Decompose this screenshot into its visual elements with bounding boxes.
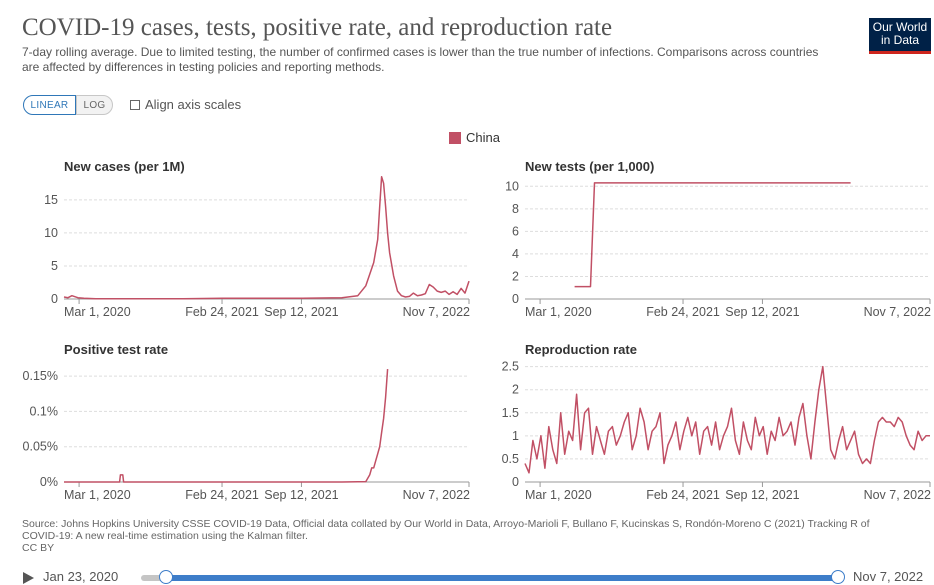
panel-3-y-tick-label: 2 (512, 383, 519, 397)
legend-swatch-china (449, 131, 461, 144)
panel-0-series-china (63, 175, 470, 300)
license-text: CC BY (22, 542, 55, 554)
panel-3-y-tick-label: 2.5 (502, 360, 519, 374)
logo-line-1: Our World (872, 20, 928, 34)
panel-3-x-tick-label: Feb 24, 2021 (646, 488, 720, 502)
source-note: Source: Johns Hopkins University CSSE CO… (22, 518, 902, 554)
panel-1-y-tick-label: 0 (512, 292, 519, 306)
timeline-end-handle[interactable] (831, 570, 845, 584)
panel-3-title: Reproduction rate (525, 342, 637, 357)
legend[interactable]: China (449, 130, 500, 145)
play-icon[interactable] (23, 572, 34, 584)
timeline-track-background[interactable] (141, 575, 166, 581)
panel-2-x-tick-label: Nov 7, 2022 (403, 488, 470, 502)
panel-1-y-tick-label: 6 (512, 224, 519, 238)
log-scale-button[interactable]: LOG (76, 95, 113, 115)
panel-1-x-tick-label: Mar 1, 2020 (525, 305, 592, 319)
chart-subtitle: 7-day rolling average. Due to limited te… (22, 45, 819, 74)
timeline-start-label: Jan 23, 2020 (43, 569, 119, 584)
panel-1-x-tick-label: Nov 7, 2022 (864, 305, 931, 319)
panel-1-y-tick-label: 8 (512, 202, 519, 216)
panel-2-x-tick-label: Sep 12, 2021 (264, 488, 338, 502)
panel-3-x-tick-label: Mar 1, 2020 (525, 488, 592, 502)
panel-2-y-tick-label: 0.05% (23, 440, 58, 454)
logo-line-2: in Data (880, 33, 920, 47)
timeline[interactable]: Jan 23, 2020 Nov 7, 2022 (0, 565, 934, 585)
panel-1-title: New tests (per 1,000) (525, 159, 654, 174)
panel-0-title: New cases (per 1M) (64, 159, 185, 174)
panel-3-x-tick-label: Sep 12, 2021 (725, 488, 799, 502)
panel-1-y-tick-label: 10 (505, 179, 519, 193)
panel-3-y-tick-label: 1 (512, 429, 519, 443)
panel-0-y-tick-label: 15 (44, 193, 58, 207)
panel-2-x-tick-label: Feb 24, 2021 (185, 488, 259, 502)
align-axis-label: Align axis scales (145, 97, 242, 112)
align-axis-scales-toggle[interactable]: Align axis scales (130, 97, 241, 112)
chart-title: COVID-19 cases, tests, positive rate, an… (22, 14, 613, 41)
panel-2-title: Positive test rate (64, 342, 168, 357)
panel-2-series-china (64, 369, 389, 483)
panel-1-y-tick-label: 2 (512, 269, 519, 283)
panel-0-x-tick-label: Mar 1, 2020 (64, 305, 131, 319)
panel-2-y-tick-label: 0.1% (30, 404, 59, 418)
panel-1-x-tick-label: Sep 12, 2021 (725, 305, 799, 319)
timeline-start-handle[interactable] (159, 570, 173, 584)
panel-0-y-tick-label: 10 (44, 226, 58, 240)
timeline-end-label: Nov 7, 2022 (853, 569, 924, 584)
panel-3-y-tick-label: 1.5 (502, 406, 519, 420)
panel-0-y-tick-label: 0 (51, 292, 58, 306)
panel-0-y-tick-label: 5 (51, 259, 58, 273)
timeline-track-selected[interactable] (166, 575, 838, 581)
panel-3-x-tick-label: Nov 7, 2022 (864, 488, 931, 502)
panel-1-series-china (574, 182, 851, 288)
panel-0-x-tick-label: Sep 12, 2021 (264, 305, 338, 319)
linear-scale-button[interactable]: LINEAR (23, 95, 76, 115)
panel-2-x-tick-label: Mar 1, 2020 (64, 488, 131, 502)
owid-logo[interactable]: Our World in Data (869, 18, 931, 54)
panel-2-y-tick-label: 0% (40, 475, 58, 489)
align-axis-checkbox[interactable] (130, 99, 140, 110)
panel-0-x-tick-label: Feb 24, 2021 (185, 305, 259, 319)
panel-2-y-tick-label: 0.15% (23, 369, 58, 383)
source-text: Source: Johns Hopkins University CSSE CO… (22, 518, 870, 542)
panel-3-series-china (524, 365, 930, 474)
panel-1-x-tick-label: Feb 24, 2021 (646, 305, 720, 319)
panel-3-y-tick-label: 0 (512, 475, 519, 489)
panel-0-x-tick-label: Nov 7, 2022 (403, 305, 470, 319)
legend-label-china: China (466, 130, 500, 145)
panel-3-y-tick-label: 0.5 (502, 452, 519, 466)
panel-1-y-tick-label: 4 (512, 247, 519, 261)
